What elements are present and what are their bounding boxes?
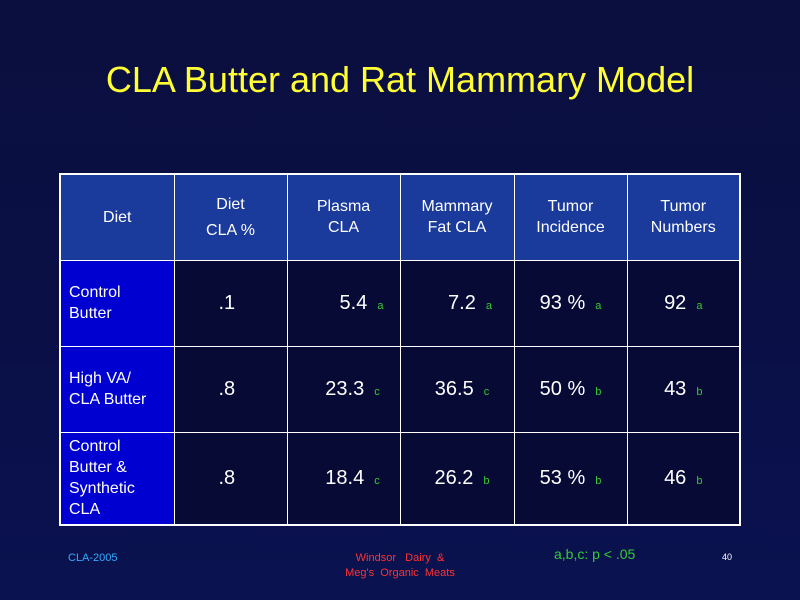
row-label-control-butter-synthetic-cla: Control Butter & Synthetic CLA [59, 431, 175, 526]
footer-attribution: Windsor Dairy & Meg's Organic Meats [300, 551, 500, 581]
header-line: Numbers [650, 219, 716, 237]
significance-letter: b [595, 474, 602, 487]
cell-tumor-incidence: 93 % a [513, 259, 628, 347]
row-label-line: Butter & [69, 459, 127, 477]
header-line: Incidence [536, 219, 605, 237]
cell-plasma-cla: 5.4 a [286, 259, 401, 347]
significance-letter: a [485, 299, 492, 312]
cell-value: 7.2 [448, 291, 476, 314]
cell-diet-cla: .8 [173, 345, 288, 433]
row-label-high-va-cla-butter: High VA/ CLA Butter [59, 345, 175, 433]
header-diet-cla: Diet CLA % [173, 173, 288, 261]
slide-number: 40 [722, 552, 733, 562]
cell-mammary-fat-cla: 26.2 b [399, 431, 515, 526]
header-diet: Diet [59, 173, 175, 261]
significance-letter: a [377, 299, 384, 312]
cell-mammary-fat-cla: 36.5 c [399, 345, 515, 433]
header-plasma-cla: Plasma CLA [286, 173, 401, 261]
results-table: Diet Diet CLA % Plasma CLA Mammary Fat C… [59, 173, 741, 526]
table-row: High VA/ CLA Butter .8 23.3 c 36.5 c 50 % b… [59, 345, 741, 433]
row-label-line: Synthetic [69, 480, 135, 498]
footer-attribution-line: Meg's Organic Meats [345, 567, 455, 579]
cell-value: .1 [218, 291, 236, 314]
header-line: Fat CLA [427, 219, 487, 237]
footer-attribution-line: Windsor Dairy & [355, 552, 445, 564]
significance-letter: b [696, 474, 703, 487]
row-label-line: Butter [69, 305, 112, 322]
header-tumor-incidence: Tumor Incidence [513, 173, 628, 261]
cell-tumor-incidence: 53 % b [513, 431, 628, 526]
cell-value: 23.3 [325, 377, 365, 400]
header-line: CLA [327, 219, 360, 237]
cell-plasma-cla: 23.3 c [286, 345, 401, 433]
header-line: Plasma [316, 198, 371, 216]
table-row: Control Butter .1 5.4 a 7.2 a 93 % a 92 a [59, 259, 741, 347]
cell-value: 36.5 [434, 377, 474, 400]
cell-value: 43 [664, 377, 687, 400]
cell-value: 50 % [539, 377, 586, 400]
cell-tumor-numbers: 46 b [626, 431, 741, 526]
header-line: Mammary [421, 198, 493, 216]
cell-value: 93 % [539, 291, 586, 314]
cell-diet-cla: .1 [173, 259, 288, 347]
row-label-control-butter: Control Butter [59, 259, 175, 347]
cell-plasma-cla: 18.4 c [286, 431, 401, 526]
significance-letter: b [595, 385, 602, 398]
cell-value: 18.4 [325, 466, 365, 489]
header-line: Diet [216, 195, 245, 213]
cell-tumor-numbers: 43 b [626, 345, 741, 433]
header-mammary-fat-cla: Mammary Fat CLA [399, 173, 515, 261]
row-label-line: Control [69, 284, 121, 301]
header-line: Tumor [547, 198, 594, 216]
significance-letter: c [483, 385, 490, 398]
cell-value: .8 [218, 466, 236, 489]
significance-note: a,b,c: p < .05 [554, 546, 636, 562]
row-label-line: CLA Butter [69, 391, 147, 408]
cell-value: 92 [664, 291, 687, 314]
significance-letter: a [595, 299, 602, 312]
row-label-line: High VA/ [69, 370, 131, 387]
row-label-line: Control [69, 438, 121, 456]
header-tumor-numbers: Tumor Numbers [626, 173, 741, 261]
table-header-row: Diet Diet CLA % Plasma CLA Mammary Fat C… [59, 173, 741, 261]
row-label-line: CLA [69, 501, 101, 519]
footer-label: CLA-2005 [68, 552, 118, 564]
cell-value: 5.4 [339, 291, 368, 314]
significance-letter: c [374, 385, 380, 398]
significance-letter: b [696, 385, 703, 398]
significance-letter: a [696, 299, 703, 312]
cell-value: 26.2 [434, 466, 474, 489]
cell-value: .8 [218, 377, 236, 400]
cell-diet-cla: .8 [173, 431, 288, 526]
table-row: Control Butter & Synthetic CLA .8 18.4 c … [59, 431, 741, 526]
header-diet-text: Diet [103, 208, 132, 226]
cell-value: 46 [664, 466, 687, 489]
header-line: CLA % [206, 221, 255, 239]
significance-letter: b [483, 474, 490, 487]
cell-tumor-numbers: 92 a [626, 259, 741, 347]
header-line: Tumor [660, 198, 707, 216]
cell-value: 53 % [539, 466, 586, 489]
significance-letter: c [374, 474, 380, 487]
cell-tumor-incidence: 50 % b [513, 345, 628, 433]
cell-mammary-fat-cla: 7.2 a [399, 259, 515, 347]
slide-title: CLA Butter and Rat Mammary Model [105, 59, 695, 100]
